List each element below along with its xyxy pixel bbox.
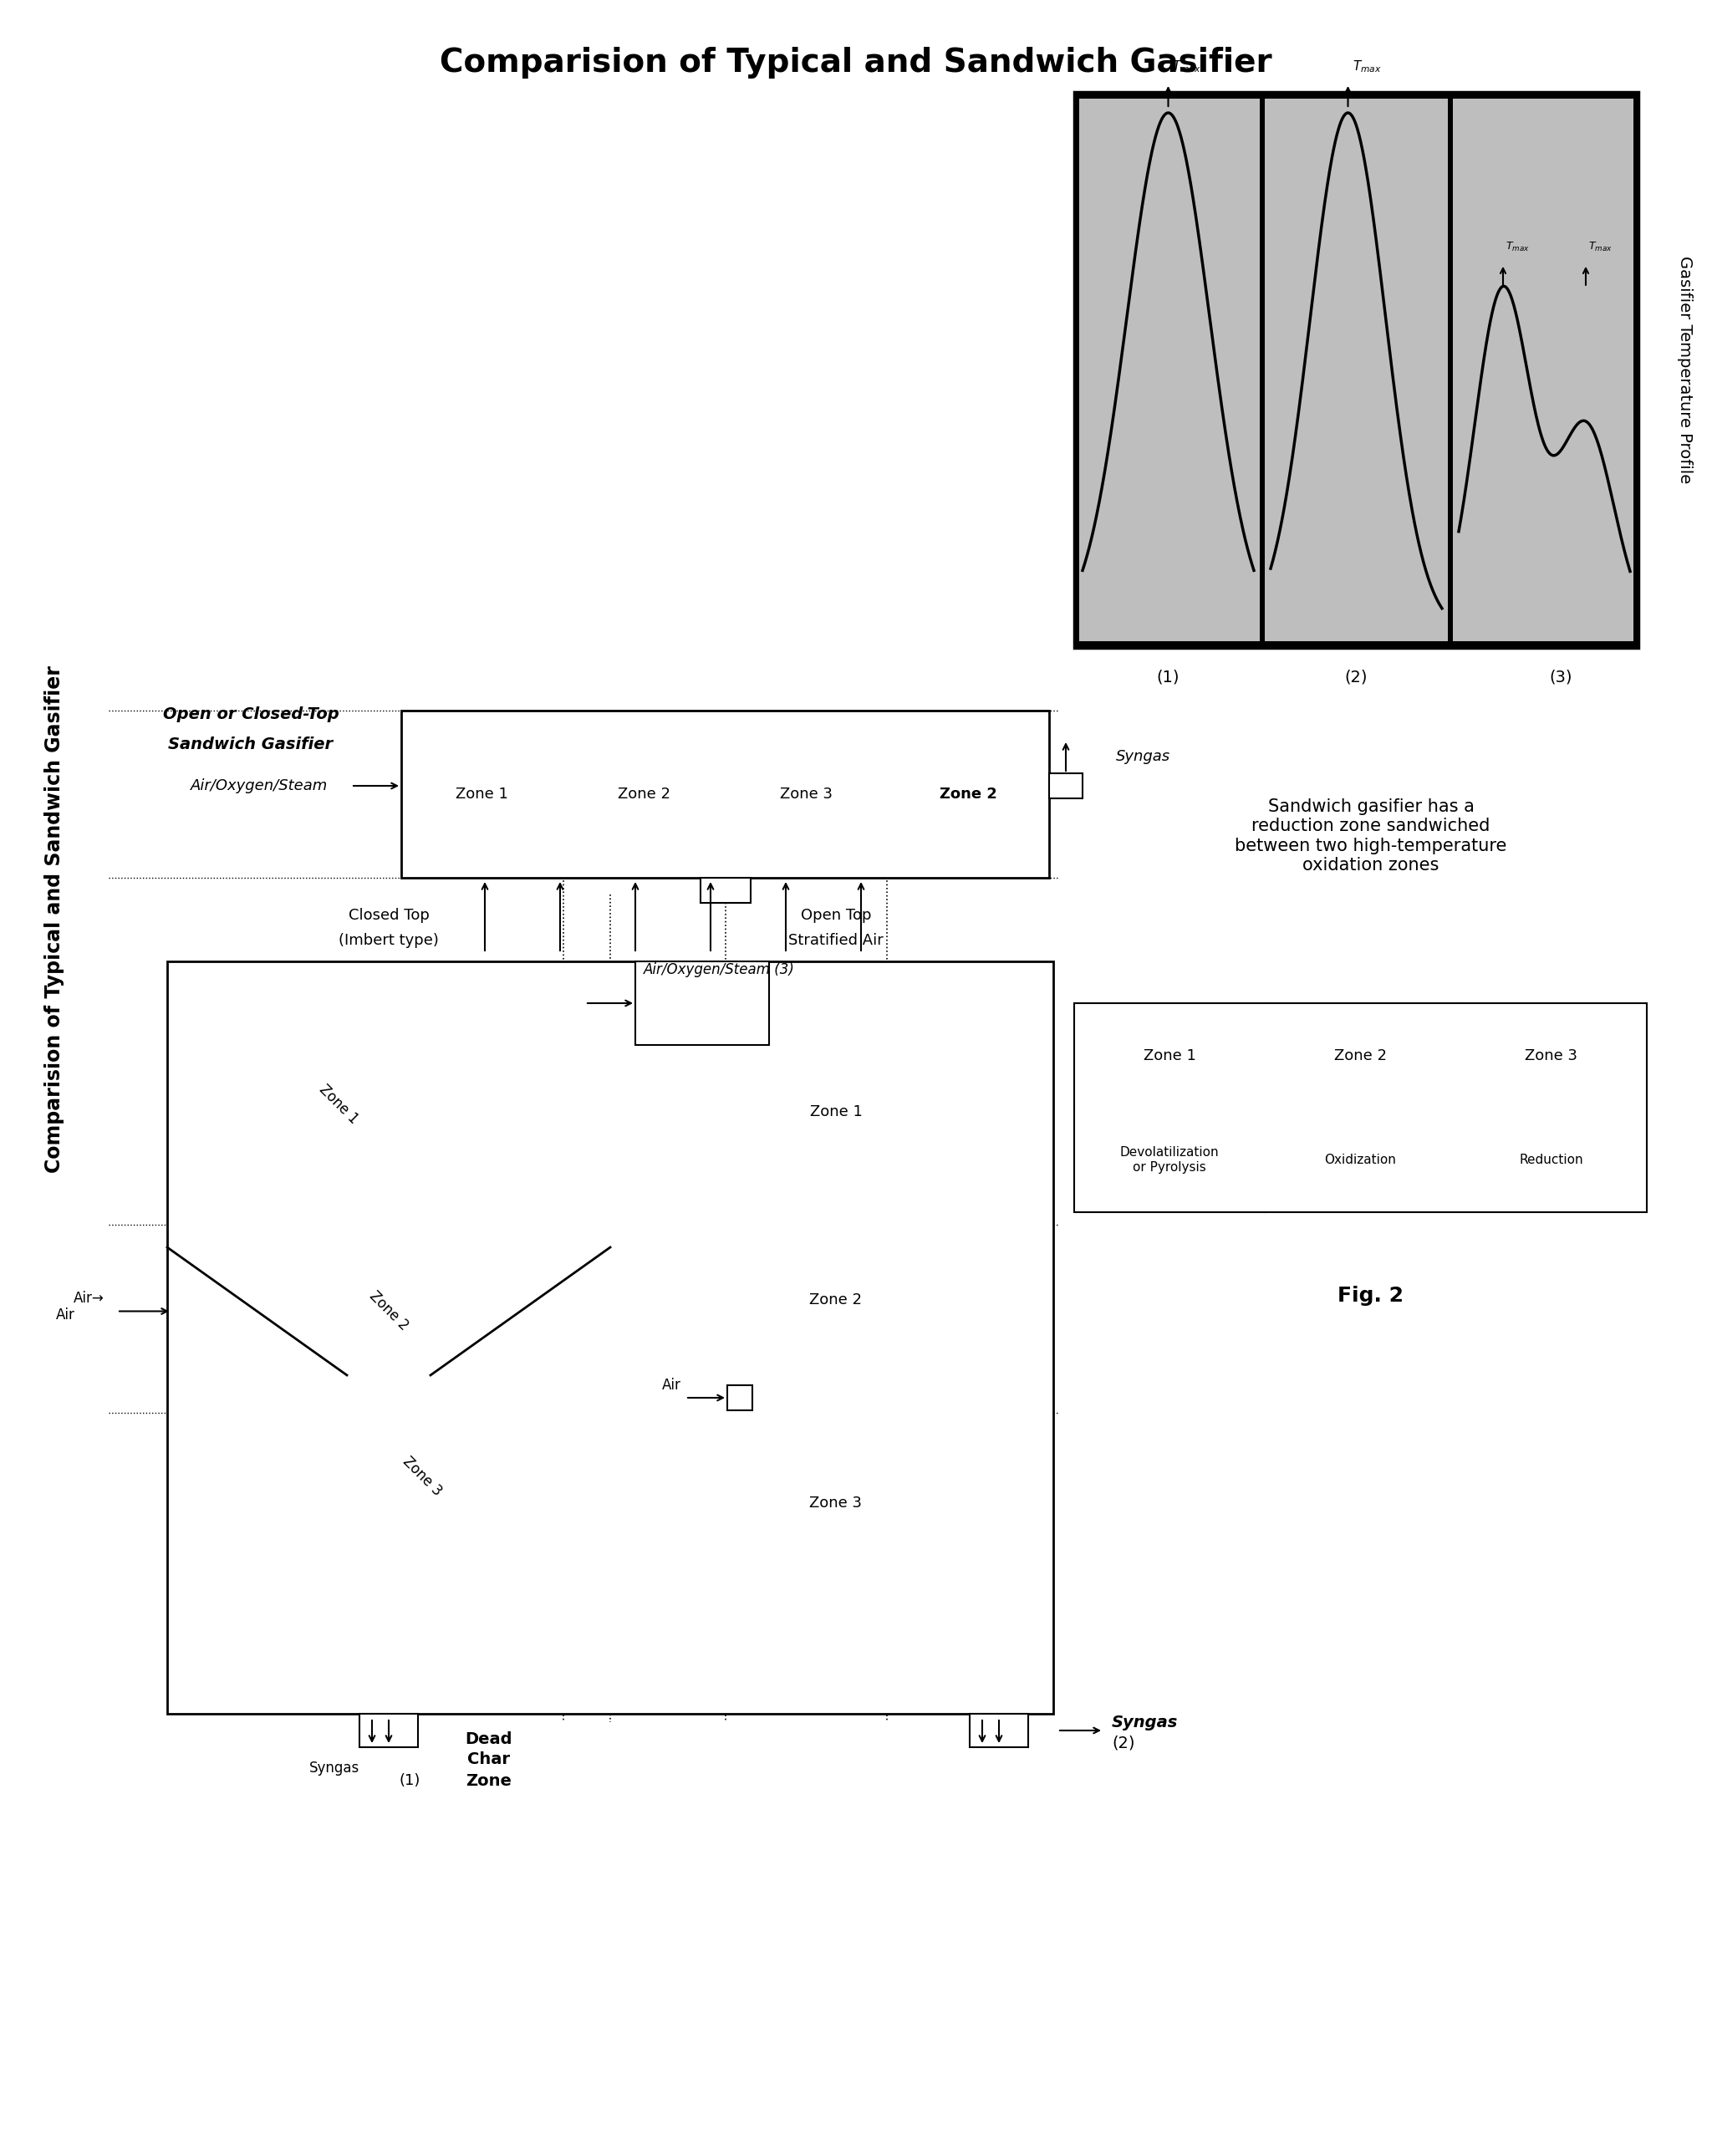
Bar: [1633, 93, 1638, 649]
Bar: [360, 1714, 418, 1746]
Text: Syngas: Syngas: [1116, 748, 1171, 763]
Text: Comparision of Typical and Sandwich Gasifier: Comparision of Typical and Sandwich Gasi…: [45, 666, 65, 1173]
Bar: [635, 962, 769, 1046]
Text: $T_{max}$: $T_{max}$: [1589, 241, 1613, 254]
Text: Air: Air: [663, 1378, 681, 1393]
Text: $T_{max}$: $T_{max}$: [1505, 241, 1529, 254]
Text: Zone: Zone: [466, 1772, 512, 1789]
Bar: [1260, 93, 1265, 649]
Text: Air/Oxygen/Steam (3): Air/Oxygen/Steam (3): [644, 962, 794, 977]
Text: (3): (3): [1549, 668, 1573, 686]
Text: Zone 1: Zone 1: [810, 1104, 863, 1119]
Text: Reduction: Reduction: [1519, 1153, 1584, 1166]
Bar: [168, 962, 1053, 1714]
Bar: [1073, 93, 1079, 649]
Bar: [1073, 93, 1638, 99]
Text: Zone 2: Zone 2: [1334, 1048, 1387, 1063]
Text: (1): (1): [1157, 668, 1180, 686]
Text: Zone 2: Zone 2: [618, 787, 671, 802]
Bar: [1448, 93, 1453, 649]
Text: Sandwich Gasifier: Sandwich Gasifier: [168, 735, 334, 752]
Text: (2): (2): [1346, 668, 1368, 686]
Bar: [1073, 93, 1638, 649]
Text: Zone 1: Zone 1: [317, 1082, 361, 1128]
Text: (2): (2): [1111, 1736, 1135, 1751]
Text: Closed Top: Closed Top: [348, 908, 430, 923]
Text: Zone 3: Zone 3: [810, 1496, 863, 1511]
Text: $T_{max}$: $T_{max}$: [1352, 58, 1382, 75]
Text: Syngas: Syngas: [310, 1761, 360, 1777]
Text: Zone 3: Zone 3: [1525, 1048, 1578, 1063]
Text: Devolatilization
or Pyrolysis: Devolatilization or Pyrolysis: [1120, 1147, 1219, 1173]
Text: Syngas: Syngas: [1111, 1714, 1178, 1729]
Text: (Imbert type): (Imbert type): [339, 934, 438, 949]
Bar: [969, 1714, 1029, 1746]
Bar: [700, 877, 750, 903]
Text: Open or Closed-Top: Open or Closed-Top: [163, 707, 339, 722]
Bar: [1453, 99, 1633, 640]
Text: Open Top: Open Top: [801, 908, 871, 923]
Text: Air: Air: [56, 1309, 75, 1324]
Text: $T_{max}$: $T_{max}$: [1173, 58, 1202, 75]
Text: Oxidization: Oxidization: [1325, 1153, 1397, 1166]
Text: Char: Char: [467, 1753, 510, 1768]
Bar: [1073, 1003, 1647, 1212]
Text: Air/Oxygen/Steam: Air/Oxygen/Steam: [190, 778, 327, 793]
Text: Zone 1: Zone 1: [455, 787, 508, 802]
Bar: [1049, 774, 1082, 798]
Text: Zone 2: Zone 2: [810, 1291, 863, 1307]
Text: Zone 2: Zone 2: [940, 787, 996, 802]
Text: Air→: Air→: [74, 1291, 104, 1307]
Text: Comparision of Typical and Sandwich Gasifier: Comparision of Typical and Sandwich Gasi…: [440, 47, 1272, 78]
Text: Sandwich gasifier has a
reduction zone sandwiched
between two high-temperature
o: Sandwich gasifier has a reduction zone s…: [1234, 798, 1507, 873]
Bar: [1073, 640, 1638, 649]
Bar: [728, 1384, 752, 1410]
Text: Zone 1: Zone 1: [1144, 1048, 1197, 1063]
Text: Zone 3: Zone 3: [781, 787, 832, 802]
Text: Gasifier Temperature Profile: Gasifier Temperature Profile: [1676, 257, 1693, 483]
Text: Dead: Dead: [466, 1731, 512, 1746]
Text: Zone 2: Zone 2: [366, 1289, 411, 1335]
Text: Zone 3: Zone 3: [399, 1455, 445, 1498]
Bar: [1265, 99, 1448, 640]
Bar: [401, 711, 1049, 877]
Text: (1): (1): [399, 1772, 419, 1787]
Bar: [1079, 99, 1260, 640]
Text: Fig. 2: Fig. 2: [1337, 1285, 1404, 1307]
Text: Stratified Air: Stratified Air: [789, 934, 883, 949]
